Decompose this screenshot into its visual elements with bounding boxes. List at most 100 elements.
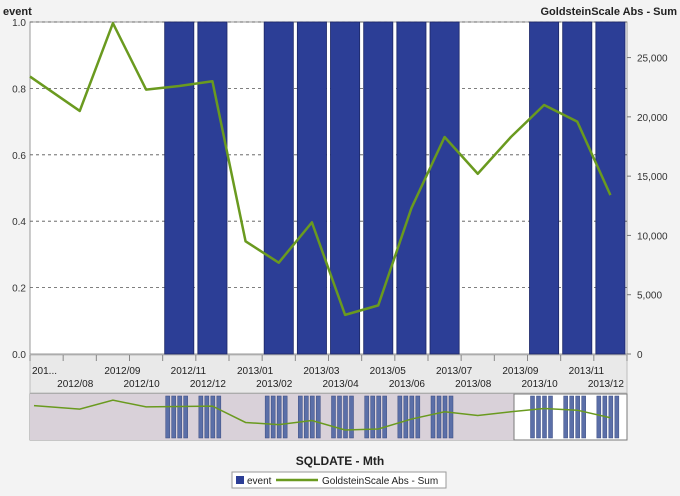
x-tick-label-bottom: 2012/12 xyxy=(190,379,227,390)
legend-label-goldstein: GoldsteinScale Abs - Sum xyxy=(322,476,438,487)
overview-bar xyxy=(316,395,321,439)
bar-event xyxy=(595,21,626,355)
overview-bar xyxy=(270,395,276,439)
overview-bar xyxy=(298,395,303,439)
right-tick-label: 10,000 xyxy=(637,231,668,242)
x-axis-band xyxy=(29,354,628,394)
line-series xyxy=(29,21,612,317)
overview-bar xyxy=(349,395,354,439)
bar-series xyxy=(164,21,626,355)
overview-bar xyxy=(370,395,375,439)
x-tick-label-bottom: 2013/04 xyxy=(323,379,360,390)
x-tick-label-bottom: 2013/02 xyxy=(256,379,293,390)
x-axis: 201... 2012/09 2012/11 2013/01 2013/03 2013/0… xyxy=(29,355,628,390)
x-tick-label-top: 201... xyxy=(32,366,57,377)
left-axis-title: event xyxy=(3,6,32,18)
bar-event xyxy=(296,21,327,355)
overview-selection-window[interactable] xyxy=(513,393,628,441)
overview-bar xyxy=(442,395,448,439)
x-tick-label-top: 2013/07 xyxy=(436,366,473,377)
legend-label-event: event xyxy=(247,476,272,487)
legend: event GoldsteinScale Abs - Sum xyxy=(231,471,447,489)
overview-bar xyxy=(198,395,204,439)
overview-bar xyxy=(183,395,188,439)
overview-bar xyxy=(397,395,403,439)
legend-swatch-event xyxy=(236,476,244,484)
right-tick-label: 25,000 xyxy=(637,54,668,65)
overview-bar xyxy=(409,395,415,439)
overview-bar xyxy=(165,395,170,439)
x-tick-label-bottom: 2013/12 xyxy=(588,379,625,390)
overview-bar xyxy=(542,395,547,439)
plot-area xyxy=(29,21,628,355)
left-tick-label: 1.0 xyxy=(12,18,26,29)
overview-line xyxy=(33,399,611,431)
overview-bar xyxy=(436,395,442,439)
overview-bar xyxy=(304,395,309,439)
bar-event xyxy=(363,21,394,355)
overview-bar xyxy=(264,395,270,439)
overview-bar xyxy=(548,395,553,439)
overview-bar xyxy=(171,395,176,439)
x-tick-label-bottom: 2012/10 xyxy=(124,379,161,390)
overview-bar xyxy=(530,395,535,439)
overview-bar xyxy=(364,395,369,439)
left-tick-label: 0.2 xyxy=(12,284,26,295)
right-tick-label: 20,000 xyxy=(637,113,668,124)
right-tick-label: 5,000 xyxy=(637,291,662,302)
x-tick-label-top: 2013/09 xyxy=(502,366,539,377)
line-goldstein xyxy=(29,21,612,317)
bar-event xyxy=(529,21,560,355)
left-tick-label: 0.6 xyxy=(12,151,26,162)
overview-bar xyxy=(563,395,568,439)
overview-bar xyxy=(343,395,348,439)
bar-event xyxy=(164,21,195,355)
overview-series xyxy=(33,395,620,439)
right-axis-title: GoldsteinScale Abs - Sum xyxy=(540,6,677,18)
x-tick-label-top: 2013/03 xyxy=(303,366,340,377)
overview-bar xyxy=(216,395,222,439)
overview-bar xyxy=(403,395,409,439)
x-axis-title: SQLDATE - Mth xyxy=(296,454,384,468)
left-tick-label: 0.4 xyxy=(12,217,26,228)
overview-bar xyxy=(337,395,342,439)
overview-bar xyxy=(276,395,282,439)
bar-event xyxy=(197,21,228,355)
x-tick-label-top: 2013/05 xyxy=(370,366,407,377)
x-tick-label-bottom: 2013/10 xyxy=(522,379,559,390)
left-tick-label: 0.8 xyxy=(12,84,26,95)
overview-bar xyxy=(536,395,541,439)
left-axis: 0.0 0.2 0.4 0.6 0.8 1.0 xyxy=(12,18,26,361)
overview-bar xyxy=(331,395,336,439)
overview-bar xyxy=(614,395,620,439)
overview-bar xyxy=(310,395,315,439)
bar-event xyxy=(562,21,593,355)
overview-bar xyxy=(282,395,288,439)
x-tick-label-top: 2012/11 xyxy=(171,366,207,377)
bar-event xyxy=(263,21,294,355)
x-tick-label-bottom: 2013/06 xyxy=(389,379,426,390)
overview-bar xyxy=(448,395,454,439)
x-tick-label-top: 2012/09 xyxy=(104,366,141,377)
x-tick-label-top: 2013/11 xyxy=(569,366,605,377)
overview-bar xyxy=(210,395,216,439)
right-axis: 0 5,000 10,000 15,000 20,000 25,000 xyxy=(627,54,668,361)
bar-event xyxy=(429,21,460,355)
overview-bar xyxy=(204,395,210,439)
overview-bar xyxy=(569,395,574,439)
overview-bar xyxy=(382,395,387,439)
x-tick-label-top: 2013/01 xyxy=(237,366,274,377)
x-tick-label-bottom: 2013/08 xyxy=(455,379,492,390)
overview-bar xyxy=(430,395,436,439)
overview-bar xyxy=(581,395,586,439)
left-tick-label: 0.0 xyxy=(12,350,26,361)
bar-event xyxy=(330,21,361,355)
x-tick-label-bottom: 2012/08 xyxy=(57,379,94,390)
legend-box xyxy=(231,471,447,489)
overview-bar xyxy=(596,395,602,439)
overview-bar xyxy=(376,395,381,439)
overview-bar xyxy=(177,395,182,439)
right-tick-label: 0 xyxy=(637,350,643,361)
